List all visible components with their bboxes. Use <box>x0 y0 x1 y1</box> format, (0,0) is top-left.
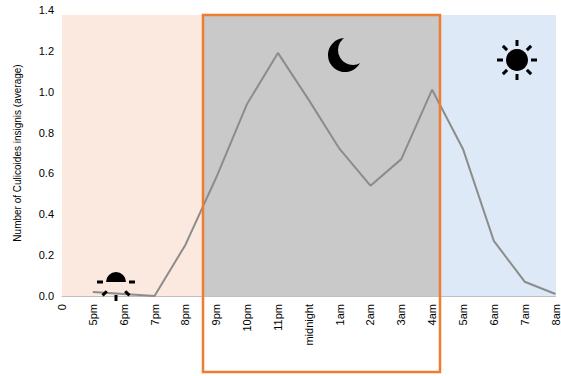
svg-text:0: 0 <box>56 304 68 310</box>
svg-text:7pm: 7pm <box>149 304 161 325</box>
svg-text:3am: 3am <box>395 304 407 325</box>
svg-text:9pm: 9pm <box>210 304 222 325</box>
svg-text:0.2: 0.2 <box>39 249 54 261</box>
svg-text:Number of Culicoides insignis: Number of Culicoides insignis (average) <box>12 64 23 241</box>
svg-text:6pm: 6pm <box>118 304 130 325</box>
svg-text:10pm: 10pm <box>241 304 253 332</box>
svg-text:11pm: 11pm <box>272 304 284 331</box>
svg-text:6am: 6am <box>488 304 500 325</box>
svg-text:5pm: 5pm <box>87 304 99 325</box>
svg-text:0.8: 0.8 <box>39 127 54 139</box>
svg-text:0.0: 0.0 <box>39 290 54 302</box>
svg-text:0.4: 0.4 <box>39 208 54 220</box>
svg-text:1am: 1am <box>334 304 346 325</box>
svg-text:midnight: midnight <box>303 304 315 346</box>
svg-text:1.2: 1.2 <box>39 45 54 57</box>
svg-text:2am: 2am <box>364 304 376 325</box>
svg-text:4am: 4am <box>426 304 438 325</box>
svg-text:7am: 7am <box>519 304 531 325</box>
svg-text:0.6: 0.6 <box>39 167 54 179</box>
svg-text:1.4: 1.4 <box>39 4 54 16</box>
svg-text:8am: 8am <box>550 304 561 325</box>
svg-text:8pm: 8pm <box>179 304 191 325</box>
svg-text:1.0: 1.0 <box>39 86 54 98</box>
svg-text:5am: 5am <box>457 304 469 325</box>
